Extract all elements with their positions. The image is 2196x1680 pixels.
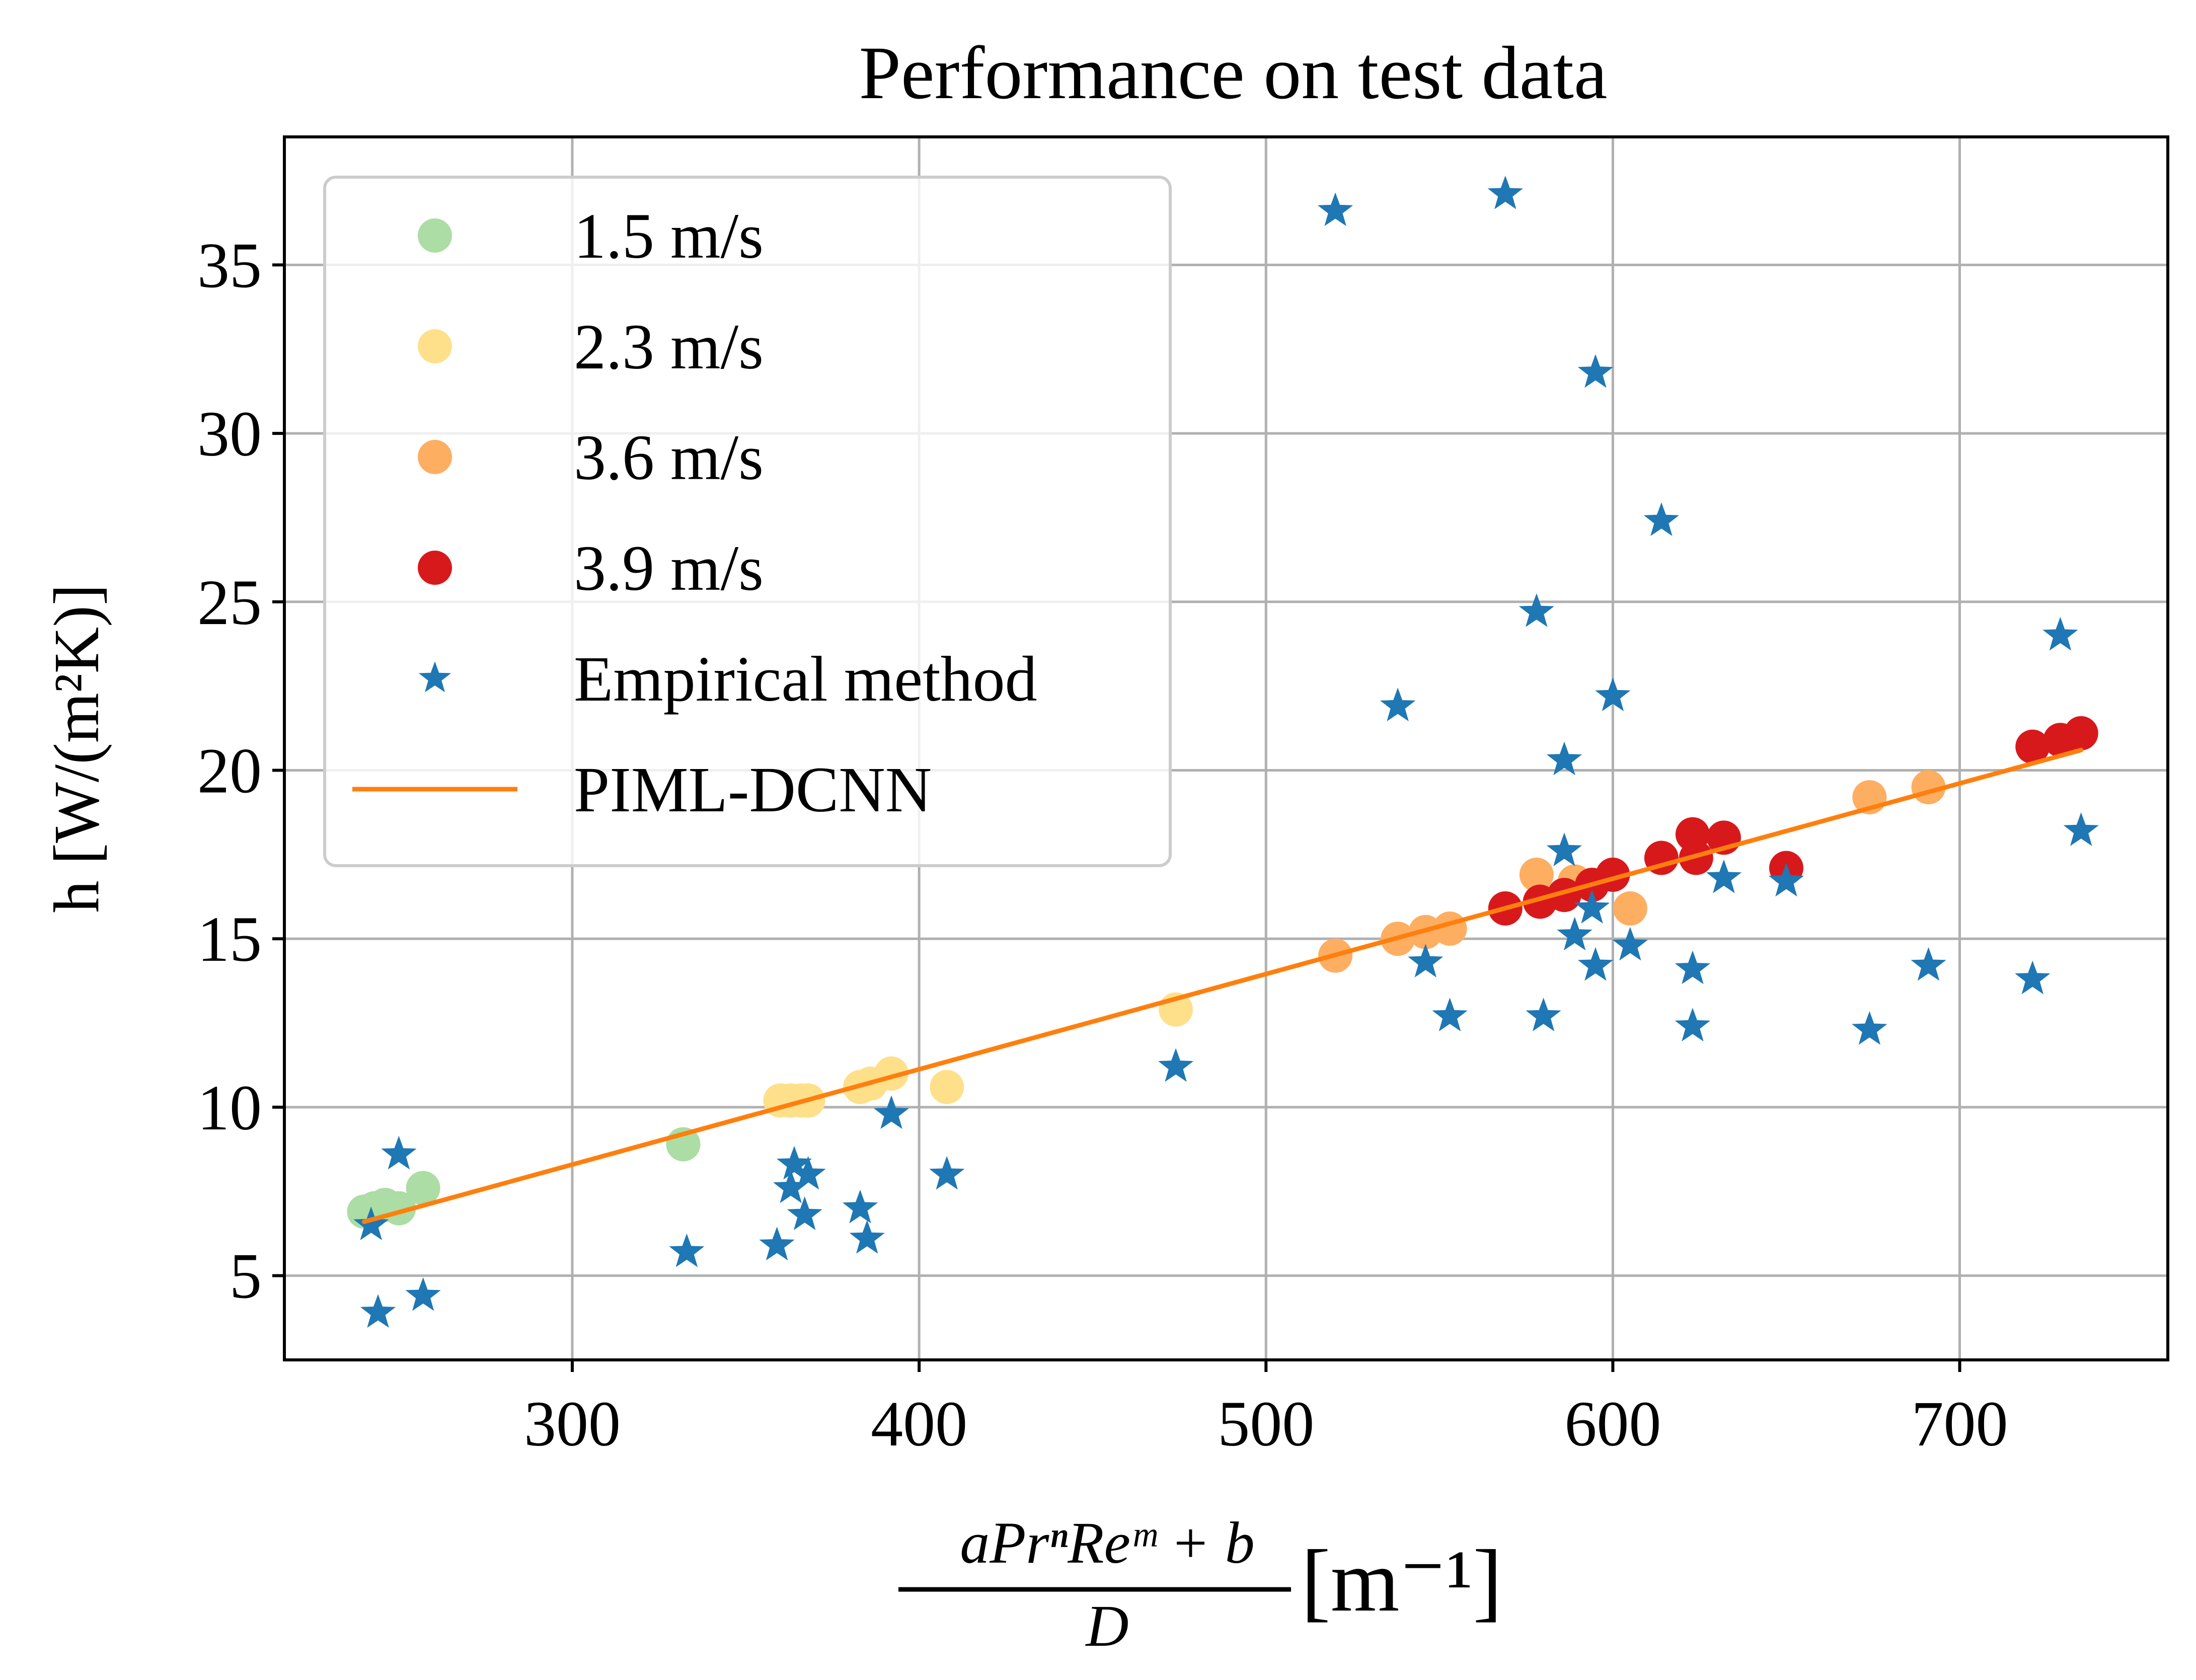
star-point [1643, 502, 1679, 536]
star-point [360, 1294, 396, 1328]
star-point [1768, 863, 1804, 897]
y-tick-label: 10 [197, 1072, 262, 1143]
star-point [1487, 175, 1523, 209]
fit-line [362, 747, 2084, 1224]
x-tick-label: 700 [1912, 1388, 2008, 1460]
star-point [1380, 688, 1416, 722]
legend-label: 2.3 m/s [574, 311, 764, 383]
legend-entry-1-5-m-s: 1.5 m/s [418, 200, 764, 272]
legend-label: PIML-DCNN [574, 754, 932, 825]
legend-circle-swatch [418, 218, 452, 253]
y-tick-label: 25 [197, 567, 262, 638]
legend-circle-swatch [418, 551, 452, 585]
star-point [1526, 998, 1561, 1032]
star-point [2042, 617, 2078, 651]
series-layer [347, 175, 2099, 1328]
legend-box [323, 176, 1172, 867]
legend-entry-piml-dcnn: PIML-DCNN [352, 754, 932, 825]
y-axis-label-text: h [W/(m²K)] [41, 584, 112, 912]
star-point [1911, 947, 1946, 981]
legend-entry-3-6-m-s: 3.6 m/s [418, 422, 764, 493]
x-axis-label: aPrⁿReᵐ + b D [m⁻¹] [898, 1510, 1502, 1659]
legend-circle-swatch [418, 440, 452, 474]
legend-entries: 1.5 m/s 2.3 m/s 3.6 m/s 3.9 m/s Empirical me… [352, 200, 1037, 825]
star-point [1675, 1008, 1710, 1042]
star-point [849, 1220, 885, 1254]
series-3-9-m-s [1488, 716, 2098, 926]
star-point [381, 1135, 417, 1170]
data-point [406, 1171, 440, 1205]
y-tick-label: 15 [197, 903, 262, 975]
data-point [2015, 729, 2050, 764]
star-point [405, 1277, 441, 1311]
star-point [1595, 677, 1631, 712]
tick-layer: 300 400 500 600 700 5 10 15 20 25 30 35 [197, 230, 2008, 1460]
x-axis-label-denominator: D [1085, 1593, 1128, 1659]
star-point [929, 1156, 965, 1190]
legend-entry-2-3-m-s: 2.3 m/s [418, 311, 764, 383]
data-point [1613, 891, 1647, 926]
legend: 1.5 m/s 2.3 m/s 3.6 m/s 3.9 m/s Empirical me… [323, 176, 1172, 867]
y-axis-label: h [W/(m²K)] [41, 584, 112, 912]
star-point [787, 1196, 822, 1231]
star-point [1546, 741, 1582, 776]
legend-circle-swatch [418, 329, 452, 363]
legend-star-swatch [418, 661, 451, 693]
legend-label: 3.9 m/s [574, 532, 764, 604]
star-point [1577, 354, 1614, 388]
star-point [790, 1156, 826, 1190]
star-point [1577, 947, 1614, 981]
star-point [1519, 593, 1554, 627]
data-point [1519, 858, 1554, 892]
y-tick-label: 20 [197, 735, 262, 807]
x-tick-label: 600 [1564, 1388, 1661, 1460]
star-point [2063, 812, 2099, 846]
series-empirical-method [353, 175, 2099, 1328]
star-point [1546, 832, 1582, 867]
star-point [1432, 998, 1468, 1032]
star-point [1557, 917, 1593, 951]
star-point [842, 1189, 878, 1224]
x-tick-label: 500 [1218, 1388, 1314, 1460]
y-tick-label: 35 [197, 230, 262, 301]
star-point [353, 1206, 389, 1241]
chart-title: Performance on test data [859, 31, 1608, 115]
x-axis-label-numerator: aPrⁿReᵐ + b [960, 1510, 1254, 1576]
data-point [930, 1070, 964, 1104]
x-axis-label-unit: [m⁻¹] [1301, 1532, 1502, 1630]
star-point [1675, 950, 1710, 984]
data-point [874, 1056, 908, 1091]
y-tick-label: 30 [197, 398, 262, 470]
legend-entry-3-9-m-s: 3.9 m/s [418, 532, 764, 604]
star-point [2015, 960, 2051, 995]
data-point [2064, 716, 2098, 750]
y-tick-label: 5 [230, 1241, 262, 1312]
star-point [759, 1227, 795, 1261]
star-point [1408, 944, 1444, 977]
star-point [1852, 1011, 1887, 1045]
legend-label: 3.6 m/s [574, 422, 764, 493]
star-point [1317, 192, 1353, 226]
legend-label: 1.5 m/s [574, 200, 764, 272]
star-point [1612, 927, 1648, 961]
legend-entry-empirical-method: Empirical method [418, 643, 1037, 715]
data-point [1547, 878, 1581, 912]
star-point [669, 1233, 705, 1267]
x-tick-label: 300 [524, 1388, 621, 1460]
star-point [1158, 1048, 1194, 1082]
axes-frame [283, 135, 2169, 1361]
star-point [1706, 859, 1741, 893]
series-piml-dcnn [362, 747, 2084, 1224]
star-point [873, 1095, 910, 1129]
x-tick-label: 400 [871, 1388, 967, 1460]
star-point [1574, 890, 1610, 924]
legend-label: Empirical method [574, 643, 1037, 715]
